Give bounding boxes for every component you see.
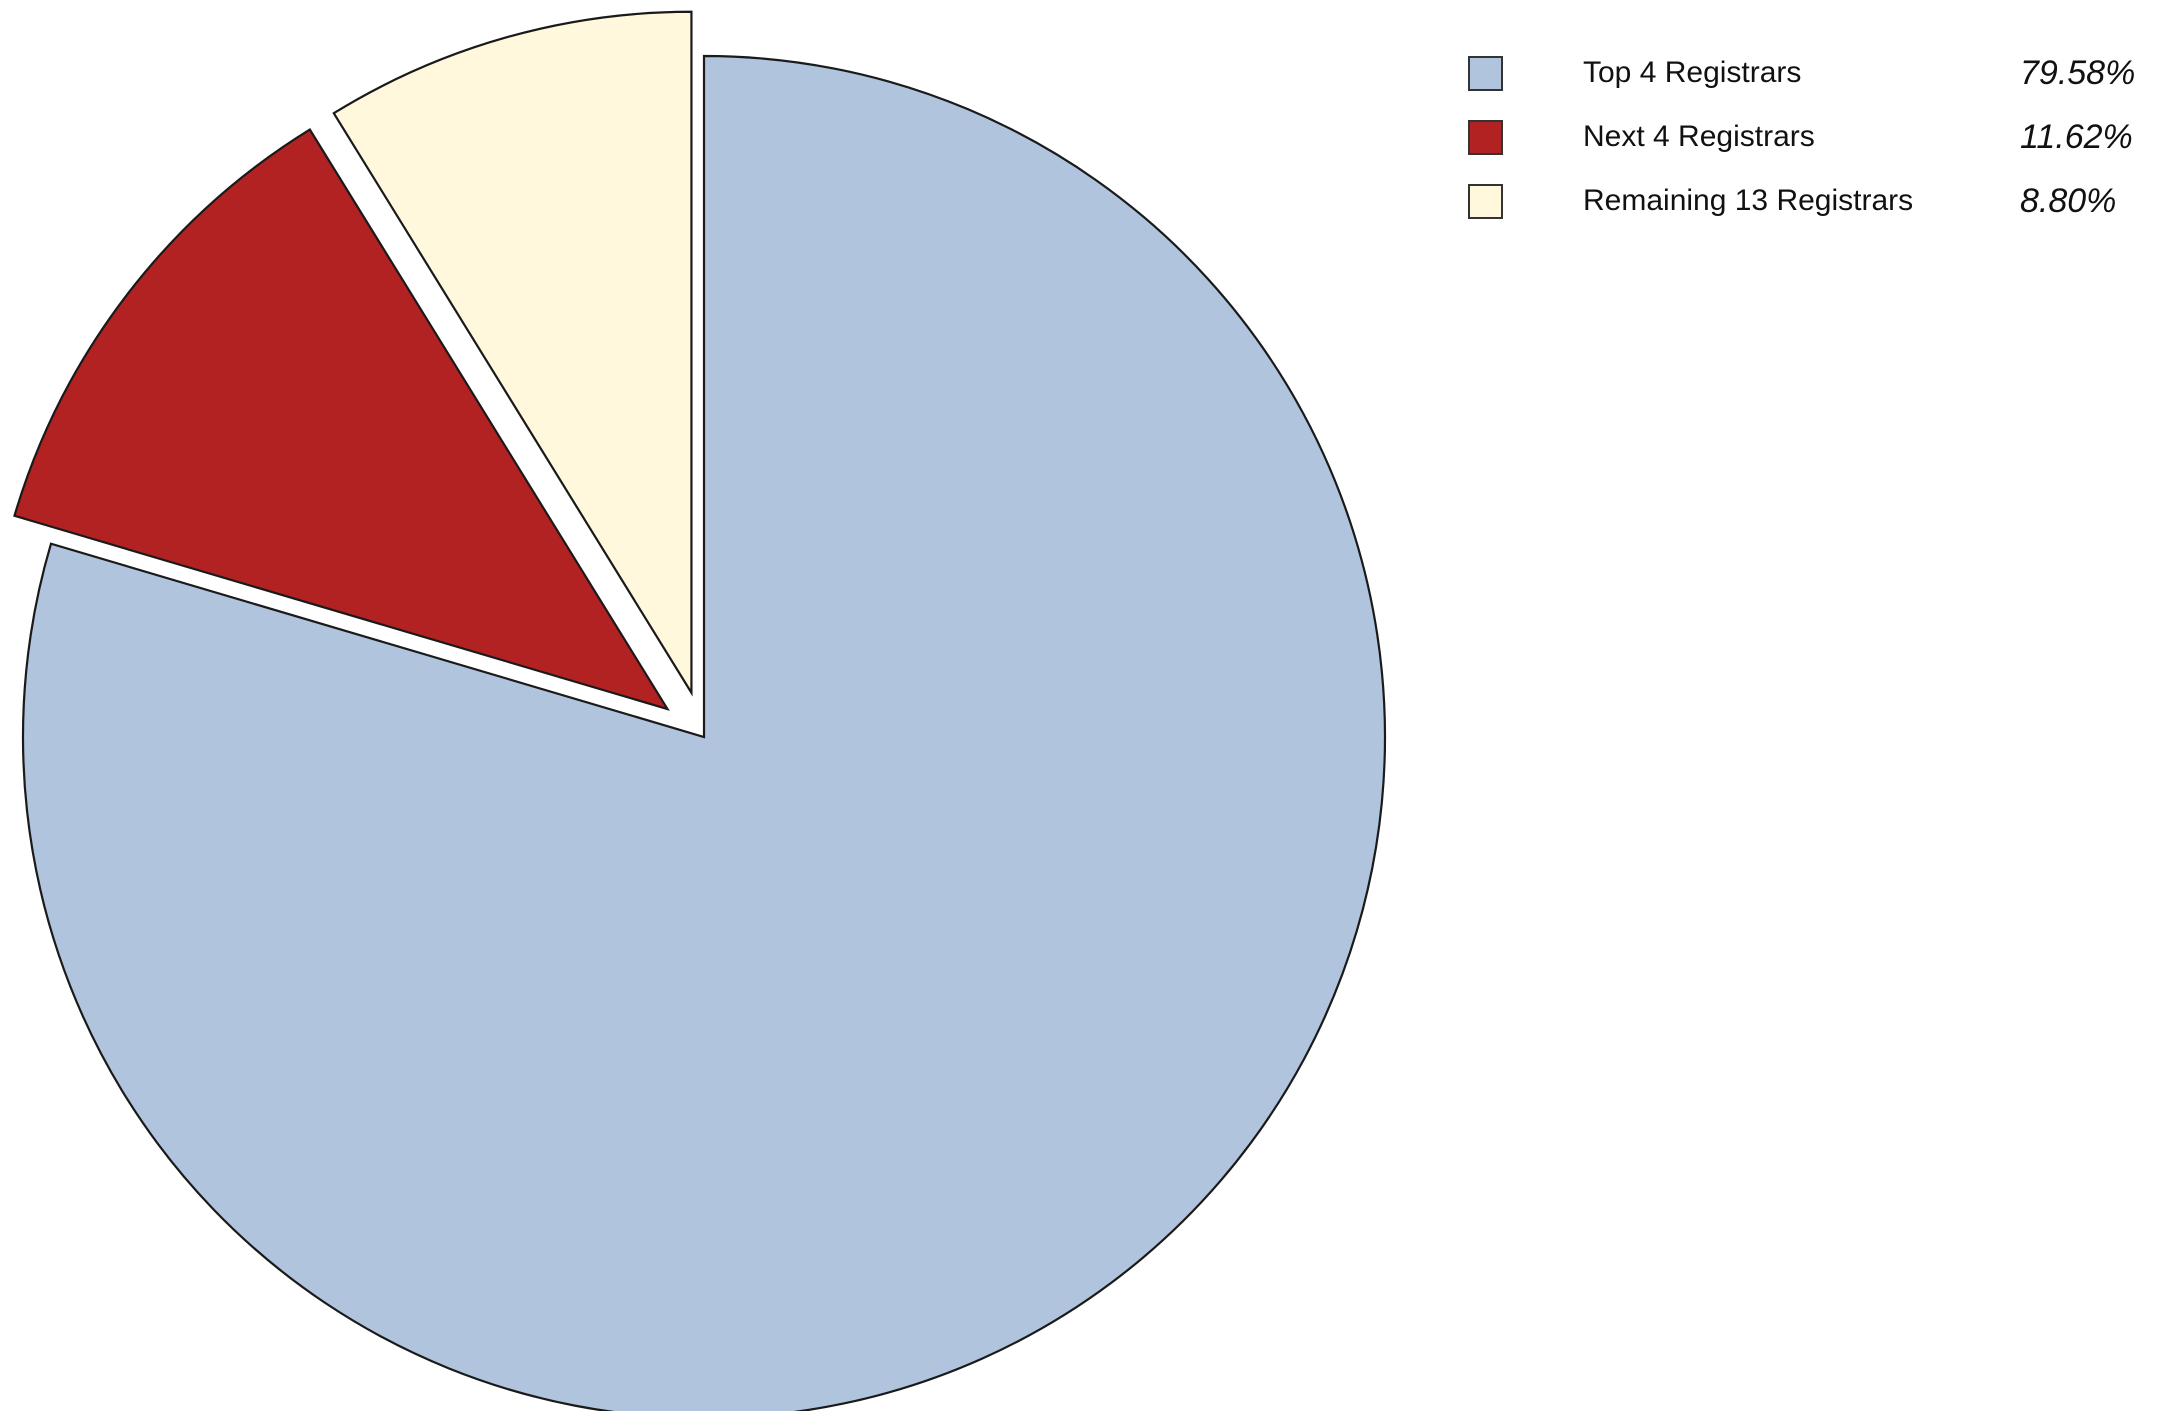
legend-item-next-4: Next 4 Registrars 11.62% [1468,114,2158,178]
pie-slices [13,10,1387,1411]
legend-percent-top-4: 79.58% [2020,54,2136,92]
legend-label-next-4: Next 4 Registrars [1583,120,1815,153]
pie-slice-next-4-registrars [13,128,670,711]
legend-label-remaining-13: Remaining 13 Registrars [1583,184,1914,217]
pie-slice-remaining-13-registrars [332,10,693,697]
legend-percent-next-4: 11.62% [2020,118,2133,156]
legend-label-top-4: Top 4 Registrars [1583,56,1802,89]
legend-percent-remaining-13: 8.80% [2020,182,2117,220]
legend-swatch-top-4 [1468,56,1503,91]
legend: Top 4 Registrars 79.58% Next 4 Registrar… [1468,50,2158,242]
legend-swatch-next-4 [1468,120,1503,155]
legend-swatch-remaining-13 [1468,184,1503,219]
legend-item-remaining-13: Remaining 13 Registrars 8.80% [1468,178,2158,242]
pie-slice-top-4-registrars [21,54,1387,1411]
legend-item-top-4: Top 4 Registrars 79.58% [1468,50,2158,114]
